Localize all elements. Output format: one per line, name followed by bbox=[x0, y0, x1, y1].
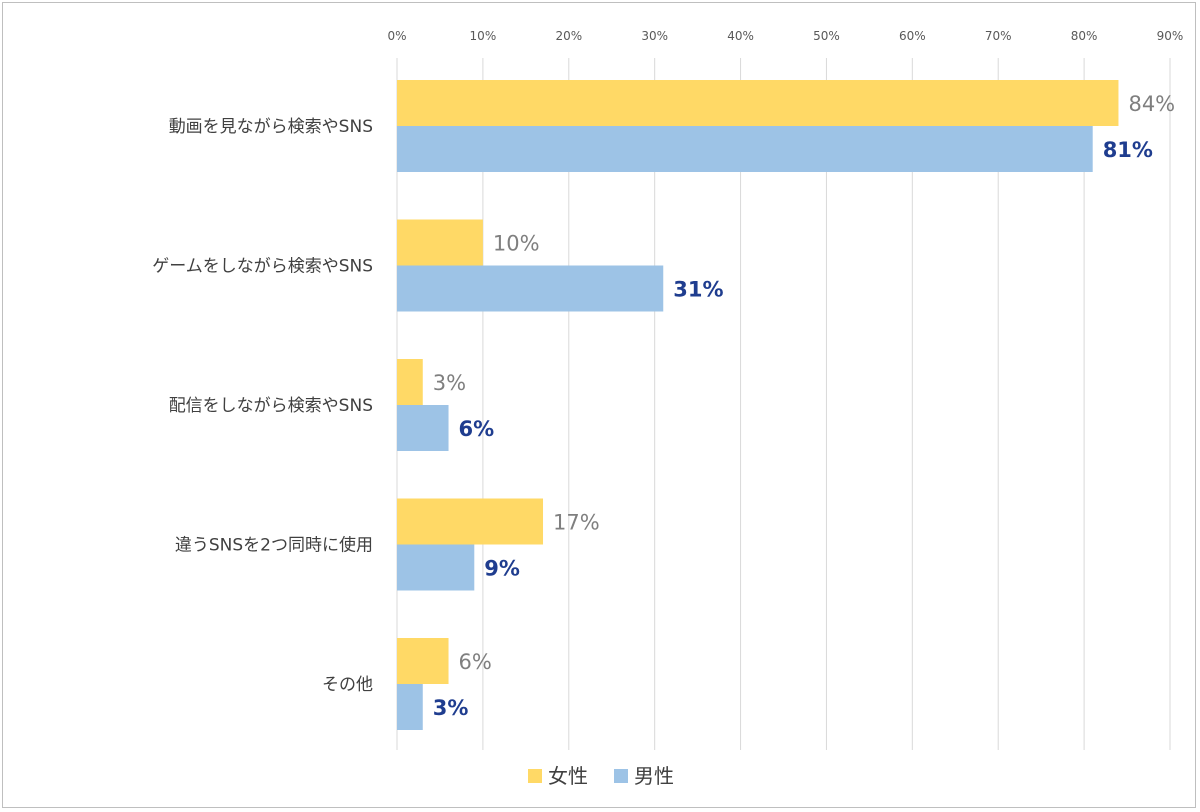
x-tick-label: 60% bbox=[899, 29, 926, 43]
x-tick-label: 30% bbox=[641, 29, 668, 43]
bar-male bbox=[397, 126, 1093, 172]
category-label: 配信をしながら検索やSNS bbox=[169, 396, 373, 416]
category-label: ゲームをしながら検索やSNS bbox=[152, 257, 373, 277]
category-label: 違うSNSを2つ同時に使用 bbox=[175, 535, 373, 556]
bar-male bbox=[397, 684, 423, 730]
data-label-female: 84% bbox=[1128, 92, 1175, 116]
data-label-male: 9% bbox=[484, 557, 520, 581]
x-tick-label: 80% bbox=[1071, 29, 1098, 43]
x-tick-label: 90% bbox=[1157, 29, 1184, 43]
bar-female bbox=[397, 219, 483, 266]
legend-label-female: 女性 bbox=[548, 764, 588, 788]
bar-female bbox=[397, 359, 423, 405]
data-label-female: 17% bbox=[553, 511, 600, 535]
legend: 女性 男性 bbox=[528, 764, 674, 788]
data-label-male: 81% bbox=[1103, 138, 1153, 162]
x-tick-label: 70% bbox=[985, 29, 1012, 43]
bar-male bbox=[397, 405, 449, 451]
category-label: その他 bbox=[322, 675, 373, 695]
x-tick-label: 0% bbox=[387, 29, 406, 43]
x-tick-label: 10% bbox=[470, 29, 497, 43]
labels: 動画を見ながら検索やSNS 84% 81% ゲームをしながら検索やSNS 10% 31% 配… bbox=[152, 92, 1175, 720]
bars bbox=[397, 80, 1119, 730]
gridlines bbox=[396, 58, 1171, 750]
category-label: 動画を見ながら検索やSNS bbox=[169, 117, 373, 137]
bar-female bbox=[397, 638, 449, 684]
data-label-male: 6% bbox=[459, 417, 495, 441]
data-label-female: 3% bbox=[433, 371, 466, 395]
bar-male bbox=[397, 265, 664, 312]
bar-female bbox=[397, 80, 1119, 126]
data-label-female: 10% bbox=[493, 232, 540, 256]
x-axis-ticks: 0% 10% 20% 30% 40% 50% 60% 70% 80% 90% bbox=[387, 29, 1183, 43]
legend-swatch-female bbox=[528, 769, 542, 783]
bar-female bbox=[397, 498, 544, 545]
legend-label-male: 男性 bbox=[634, 764, 674, 788]
x-tick-label: 40% bbox=[727, 29, 754, 43]
legend-swatch-male bbox=[614, 769, 628, 783]
x-tick-label: 20% bbox=[555, 29, 582, 43]
x-tick-label: 50% bbox=[813, 29, 840, 43]
data-label-male: 31% bbox=[673, 278, 723, 302]
bar-male bbox=[397, 544, 475, 591]
data-label-male: 3% bbox=[433, 696, 469, 720]
data-label-female: 6% bbox=[459, 650, 492, 674]
